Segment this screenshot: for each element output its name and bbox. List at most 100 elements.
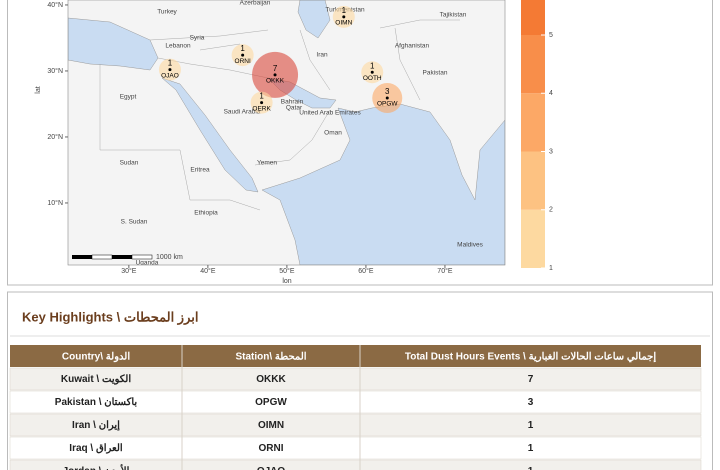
x-tick-label: 40°E bbox=[200, 267, 216, 275]
place-label: Qatar bbox=[286, 105, 303, 112]
header-cell: Total Dust Hours Events \ إجمالي ساعات ا… bbox=[405, 352, 656, 363]
highlights-title: Key Highlights \ ابرز المحطات bbox=[22, 309, 198, 325]
station-code: ORNI bbox=[235, 58, 251, 65]
table-row bbox=[9, 436, 702, 460]
station-count: 1 bbox=[259, 92, 264, 101]
place-label: Ethiopia bbox=[194, 210, 218, 217]
y-tick-label: 20°N bbox=[47, 133, 63, 141]
place-label: Maldives bbox=[457, 242, 483, 249]
station-code: OERK bbox=[252, 105, 271, 112]
table-cell: 1 bbox=[528, 443, 534, 454]
scale-bar bbox=[72, 255, 92, 259]
station-count: 1 bbox=[168, 59, 173, 68]
borders bbox=[99, 19, 460, 211]
station-count: 7 bbox=[273, 64, 278, 73]
x-tick-label: 50°E bbox=[279, 267, 295, 275]
place-label: Eritrea bbox=[190, 167, 210, 174]
place-label: Oman bbox=[324, 130, 342, 137]
table-cell: Jordan \ الأردن bbox=[63, 465, 130, 470]
station-dot bbox=[370, 70, 374, 74]
place-label: Iran bbox=[316, 52, 328, 59]
colorbar-band bbox=[521, 0, 545, 35]
table-cell: Kuwait \ الكويت bbox=[61, 374, 131, 385]
colorbar-label: 2 bbox=[549, 207, 553, 214]
place-label: Turkey bbox=[157, 9, 177, 16]
caspian bbox=[297, 0, 331, 39]
place-label: Saudi Arabia bbox=[224, 109, 261, 116]
y-axis-label: lat bbox=[35, 86, 42, 93]
table-cell: 1 bbox=[528, 420, 534, 431]
table-cell: Iran \ إيران bbox=[72, 420, 120, 431]
place-label: Tajikistan bbox=[440, 12, 467, 19]
colorbar-band bbox=[521, 151, 545, 210]
station-count: 1 bbox=[370, 61, 375, 70]
station-dot bbox=[241, 53, 245, 57]
table-row bbox=[9, 413, 702, 437]
station-dot bbox=[168, 68, 172, 72]
map: TurkeyAzerbaijanTurkmenistanTajikistanSy… bbox=[68, 0, 505, 267]
scale-bar bbox=[131, 254, 153, 260]
station-code: OOTH bbox=[363, 75, 382, 82]
place-label: Sudan bbox=[120, 160, 139, 167]
station-dot bbox=[260, 101, 264, 105]
colorbar-label: 4 bbox=[549, 90, 553, 97]
y-tick-label: 40°N bbox=[47, 1, 63, 9]
place-label: United Arab Emirates bbox=[299, 110, 361, 117]
colorbar-label: 3 bbox=[549, 148, 553, 155]
place-label: S. Sudan bbox=[121, 219, 148, 226]
table-row bbox=[9, 367, 702, 391]
station-dot bbox=[385, 96, 389, 100]
place-label: Azerbaijan bbox=[240, 0, 271, 7]
table-cell: OPGW bbox=[255, 397, 287, 408]
colorbar-label: 1 bbox=[549, 265, 553, 272]
place-label: Egypt bbox=[120, 94, 137, 101]
table-cell: Iraq \ العراق bbox=[69, 443, 123, 454]
station-dot bbox=[342, 15, 346, 19]
place-label: Syria bbox=[190, 35, 205, 42]
place-label: Lebanon bbox=[165, 43, 191, 50]
place-label: Afghanistan bbox=[395, 43, 430, 50]
table-cell: 1 bbox=[528, 466, 534, 470]
x-tick-label: 70°E bbox=[437, 267, 453, 275]
place-label: Pakistan bbox=[423, 70, 448, 77]
mediterranean bbox=[68, 17, 159, 71]
station-code: OPGW bbox=[377, 101, 398, 108]
table-cell: 7 bbox=[528, 374, 534, 385]
table-cell: OIMN bbox=[258, 420, 284, 431]
station-count: 3 bbox=[385, 87, 390, 96]
table-cell: Pakistan \ باكستان bbox=[55, 397, 138, 408]
colorbar-band bbox=[521, 35, 545, 94]
y-tick-label: 30°N bbox=[47, 67, 63, 75]
scale-bar bbox=[112, 255, 132, 259]
colorbar-band bbox=[521, 209, 545, 268]
station-code: OIMN bbox=[335, 20, 352, 27]
red-sea bbox=[161, 77, 259, 193]
place-label: Yemen bbox=[257, 160, 277, 167]
station-code: OKKK bbox=[266, 78, 285, 85]
table-cell: 3 bbox=[528, 397, 534, 408]
station-count: 1 bbox=[342, 6, 347, 15]
x-axis-label: lon bbox=[282, 278, 291, 285]
colorbar-label: 5 bbox=[549, 32, 553, 39]
y-tick-label: 10°N bbox=[47, 199, 63, 207]
header-cell: Country\ الدولة bbox=[62, 352, 130, 363]
table-header bbox=[10, 345, 701, 367]
x-tick-label: 30°E bbox=[121, 267, 137, 275]
table-row bbox=[9, 390, 702, 414]
table-row bbox=[9, 459, 702, 470]
table-cell: OKKK bbox=[256, 374, 286, 385]
header-cell: Station\ المحطة bbox=[235, 352, 306, 363]
place-label: Uganda bbox=[136, 260, 159, 267]
station-code: OJAO bbox=[161, 72, 179, 79]
colorbar-band bbox=[521, 93, 545, 152]
table-cell: ORNI bbox=[259, 443, 284, 454]
station-dot bbox=[273, 73, 277, 77]
place-label: Bahrain bbox=[281, 99, 304, 106]
table-cell: OJAO bbox=[257, 466, 286, 470]
scale-label: 1000 km bbox=[156, 254, 183, 261]
x-tick-label: 60°E bbox=[358, 267, 374, 275]
station-count: 1 bbox=[240, 44, 245, 53]
scale-bar bbox=[91, 254, 113, 260]
